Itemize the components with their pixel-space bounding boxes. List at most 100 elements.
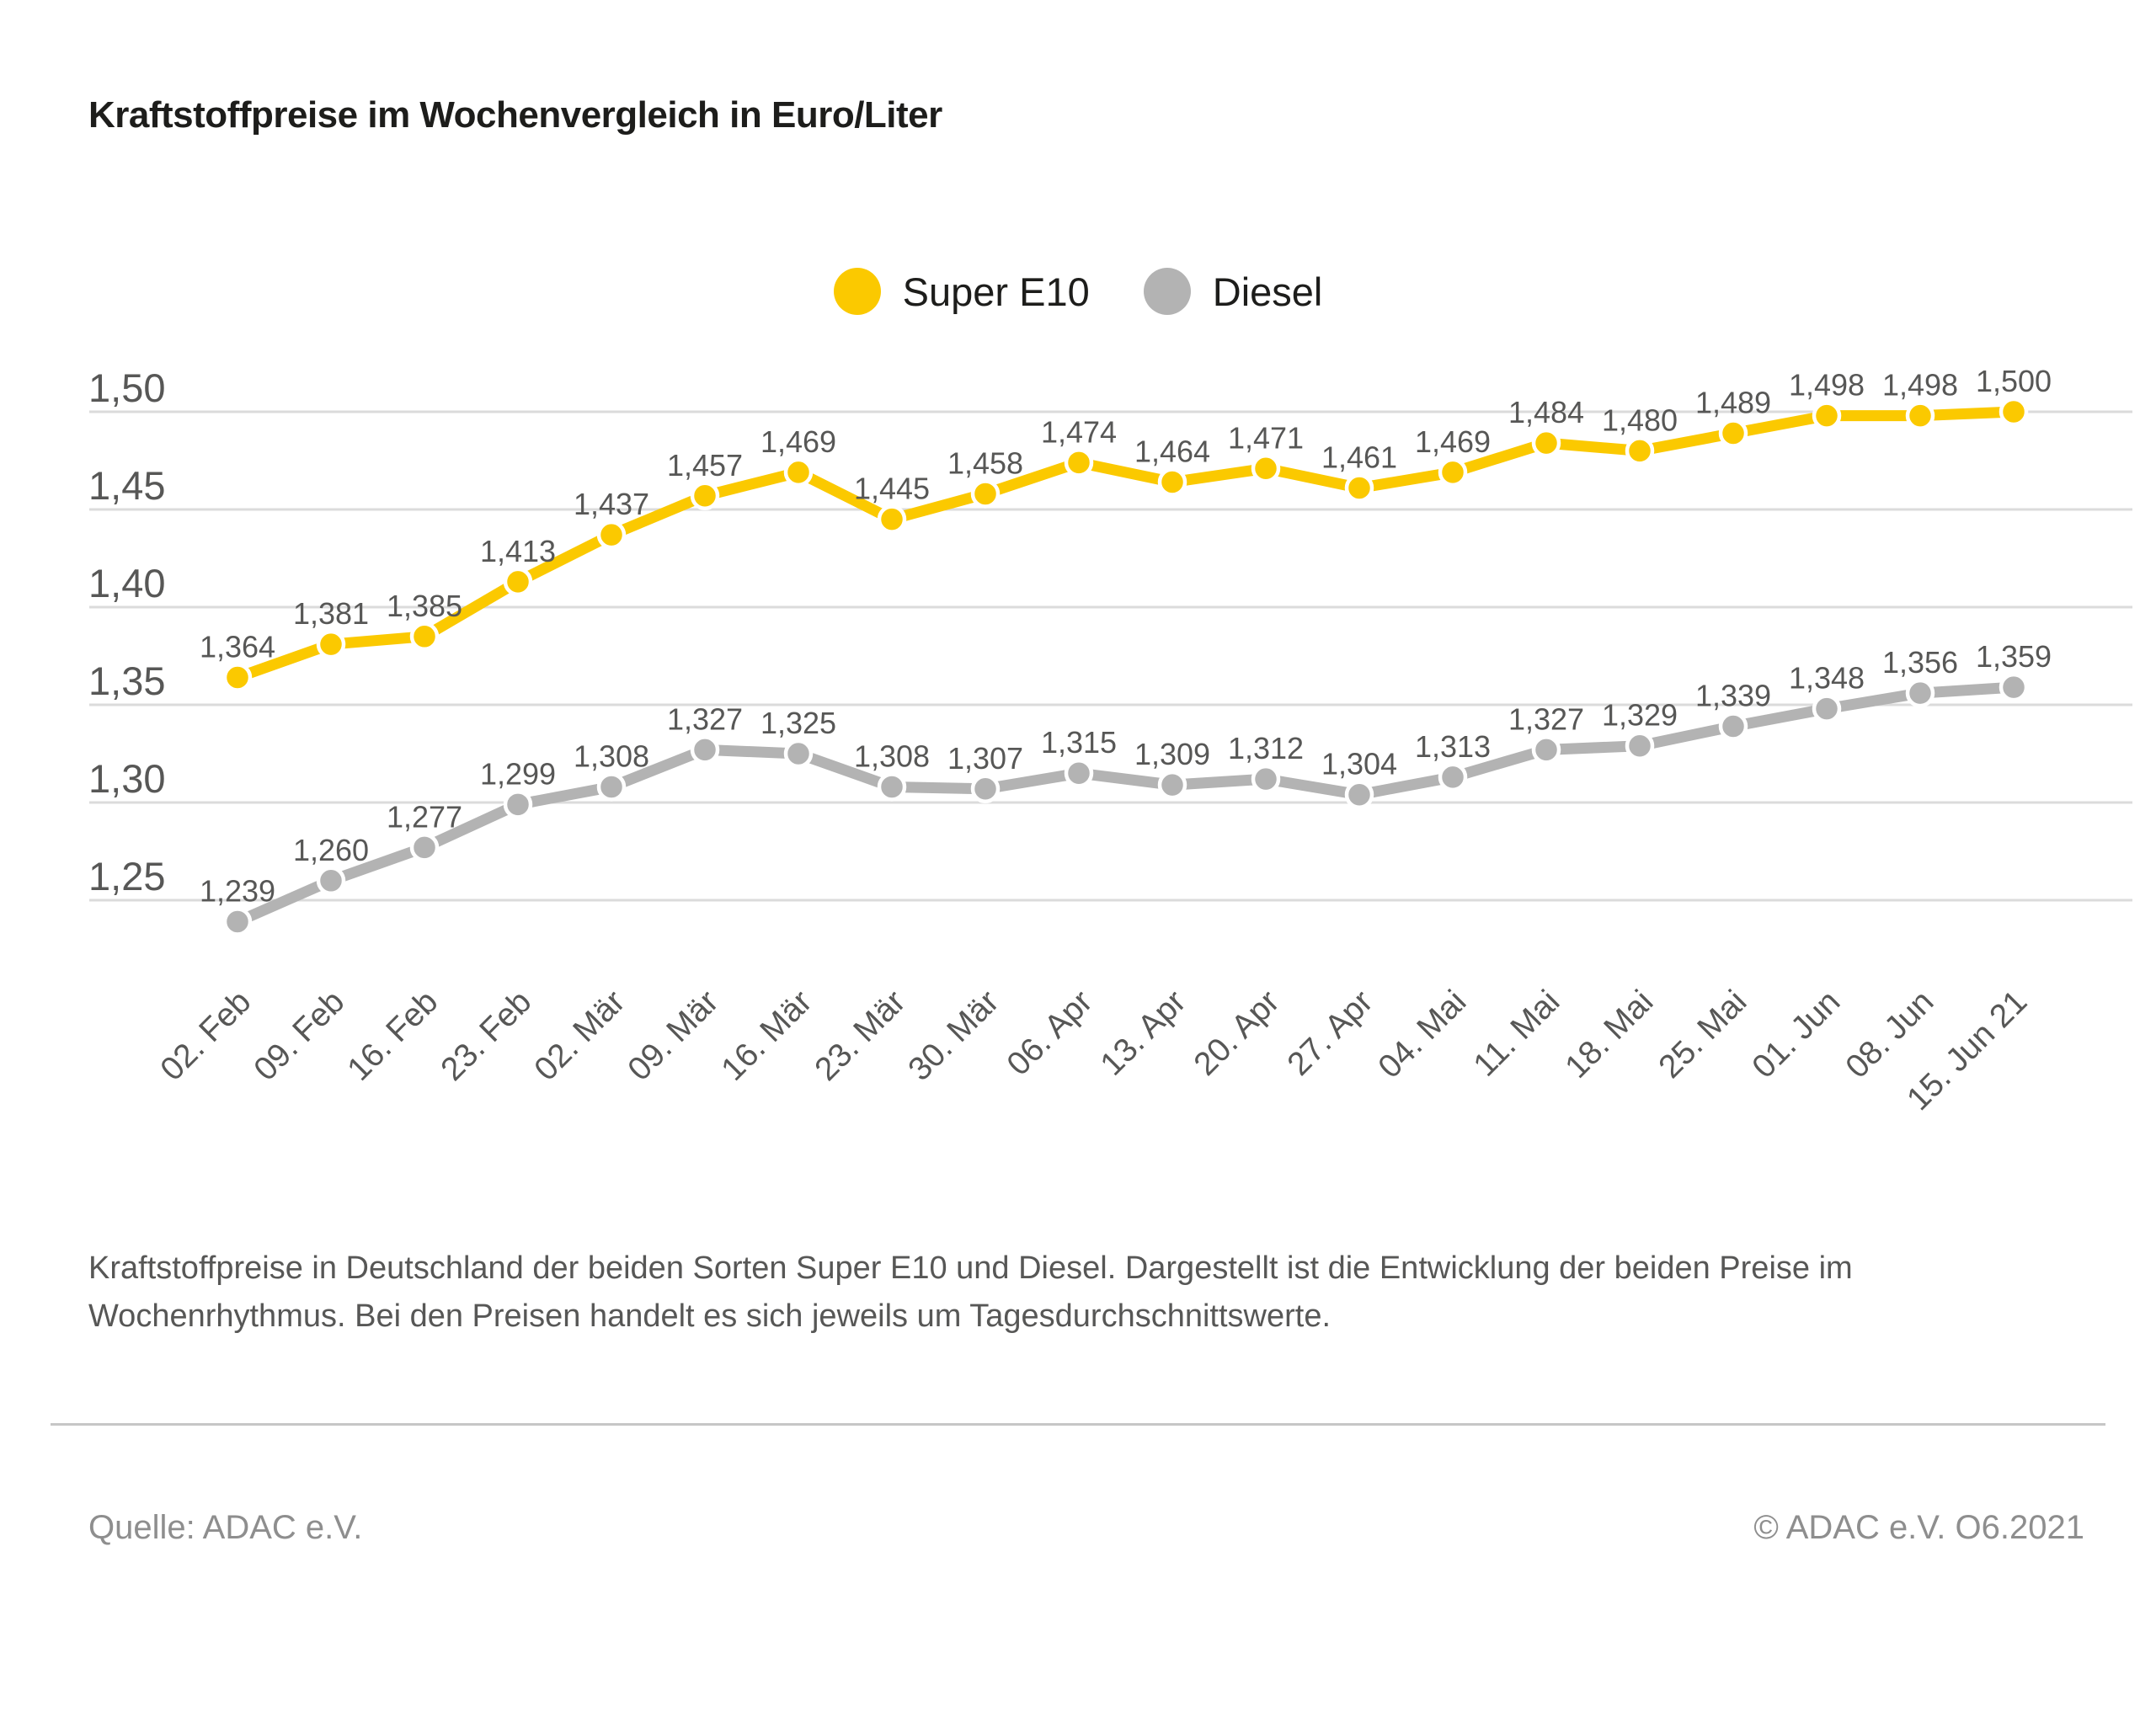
data-point-label: 1,385 xyxy=(387,589,462,623)
data-point-marker xyxy=(222,907,253,936)
x-tick-label: 18. Mai xyxy=(1559,984,1661,1085)
x-tick-label: 02. Feb xyxy=(153,984,258,1088)
data-point-label: 1,348 xyxy=(1789,661,1865,696)
footer-divider xyxy=(51,1423,2105,1426)
data-point-marker xyxy=(1718,712,1748,741)
x-tick-label: 27. Apr xyxy=(1281,984,1380,1083)
data-point-label: 1,381 xyxy=(293,596,369,631)
data-point-marker xyxy=(1625,436,1655,466)
x-tick-label: 04. Mai xyxy=(1372,984,1474,1085)
x-tick-label: 02. Mär xyxy=(527,984,632,1088)
data-point-label: 1,489 xyxy=(1695,386,1771,420)
data-point-label: 1,308 xyxy=(854,739,930,773)
data-point-marker xyxy=(970,479,1001,509)
source-text: Quelle: ADAC e.V. xyxy=(88,1509,363,1546)
super-e10-dot-icon xyxy=(833,268,881,315)
x-tick-label: 01. Jun xyxy=(1745,984,1847,1085)
series-line-super-e10 xyxy=(235,406,2015,683)
data-point-label: 1,312 xyxy=(1228,731,1304,765)
data-point-marker xyxy=(1905,401,1935,430)
data-point-label: 1,469 xyxy=(1415,424,1491,459)
legend-label-diesel: Diesel xyxy=(1212,269,1323,314)
x-tick-label: 23. Feb xyxy=(434,984,538,1088)
data-point-marker xyxy=(222,663,253,692)
series-line-diesel xyxy=(235,681,2015,927)
diesel-dot-icon xyxy=(1143,268,1191,315)
x-tick-label: 11. Mai xyxy=(1467,984,1567,1084)
data-point-marker xyxy=(1812,694,1842,723)
page-title: Kraftstoffpreise im Wochenvergleich in E… xyxy=(88,94,942,136)
data-point-marker xyxy=(1251,764,1281,794)
data-point-marker xyxy=(596,520,627,550)
data-point-label: 1,464 xyxy=(1134,435,1210,469)
data-point-label: 1,480 xyxy=(1602,403,1678,437)
data-point-label: 1,356 xyxy=(1882,645,1958,680)
x-tick-label: 09. Feb xyxy=(247,984,351,1088)
data-point-marker xyxy=(1718,419,1748,448)
data-point-label: 1,239 xyxy=(200,874,275,909)
x-tick-label: 25. Mai xyxy=(1652,984,1754,1085)
legend-item-super-e10: Super E10 xyxy=(833,268,1090,315)
copyright-text: © ADAC e.V. O6.2021 xyxy=(1753,1509,2084,1546)
y-tick-label: 1,50 xyxy=(88,365,165,410)
data-point-label: 1,277 xyxy=(387,799,462,834)
caption-line-1: Kraftstoffpreise in Deutschland der beid… xyxy=(88,1250,1853,1286)
data-point-label: 1,457 xyxy=(667,448,743,483)
data-point-marker xyxy=(409,833,440,862)
data-point-marker xyxy=(316,629,346,659)
data-point-label: 1,304 xyxy=(1321,747,1397,781)
data-point-label: 1,327 xyxy=(1508,701,1584,736)
chart-caption: Kraftstoffpreise in Deutschland der beid… xyxy=(88,1245,2042,1341)
legend-label-super-e10: Super E10 xyxy=(902,269,1090,314)
y-tick-label: 1,30 xyxy=(88,756,165,801)
data-point-marker xyxy=(1438,457,1468,488)
data-point-label: 1,474 xyxy=(1041,414,1117,449)
data-point-label: 1,498 xyxy=(1882,368,1958,403)
data-point-marker xyxy=(316,866,346,896)
data-point-label: 1,359 xyxy=(1976,639,2052,674)
data-point-marker xyxy=(1531,428,1561,458)
y-tick-label: 1,45 xyxy=(88,463,165,508)
data-point-marker xyxy=(1157,770,1187,800)
data-point-marker xyxy=(1157,467,1187,497)
data-point-marker xyxy=(877,504,907,534)
chart-legend: Super E10 Diesel xyxy=(0,268,2156,315)
data-point-label: 1,500 xyxy=(1976,364,2052,398)
data-point-label: 1,309 xyxy=(1134,737,1210,771)
data-point-marker xyxy=(1625,731,1655,760)
data-point-marker xyxy=(1251,454,1281,483)
data-point-marker xyxy=(783,457,814,488)
caption-line-2: Wochenrhythmus. Bei den Preisen handelt … xyxy=(88,1298,1331,1334)
data-point-label: 1,364 xyxy=(200,630,275,664)
data-point-label: 1,307 xyxy=(947,741,1023,776)
data-point-marker xyxy=(503,567,533,597)
x-tick-label: 09. Mär xyxy=(621,984,725,1088)
data-point-label: 1,329 xyxy=(1602,698,1678,733)
data-point-marker xyxy=(1344,473,1374,503)
data-point-label: 1,437 xyxy=(574,487,649,521)
data-point-marker xyxy=(690,481,720,511)
x-tick-label: 06. Apr xyxy=(1001,984,1100,1083)
data-point-marker xyxy=(409,621,440,652)
data-point-marker xyxy=(1999,672,2029,702)
data-point-label: 1,458 xyxy=(947,445,1023,480)
data-point-label: 1,461 xyxy=(1321,440,1397,474)
data-point-label: 1,413 xyxy=(480,534,556,568)
data-point-label: 1,327 xyxy=(667,701,743,736)
data-point-marker xyxy=(596,772,627,802)
data-point-marker xyxy=(1064,758,1094,788)
data-point-label: 1,339 xyxy=(1695,679,1771,713)
data-point-label: 1,445 xyxy=(854,472,930,506)
x-tick-label: 16. Feb xyxy=(340,984,445,1088)
data-point-label: 1,299 xyxy=(480,756,556,791)
x-tick-label: 30. Mär xyxy=(901,984,1006,1088)
data-point-label: 1,313 xyxy=(1415,729,1491,764)
data-point-marker xyxy=(503,790,533,819)
data-point-label: 1,471 xyxy=(1228,420,1304,455)
data-point-label: 1,315 xyxy=(1041,725,1117,760)
y-tick-label: 1,25 xyxy=(88,854,165,898)
legend-item-diesel: Diesel xyxy=(1143,268,1323,315)
x-tick-label: 16. Mär xyxy=(714,984,819,1088)
